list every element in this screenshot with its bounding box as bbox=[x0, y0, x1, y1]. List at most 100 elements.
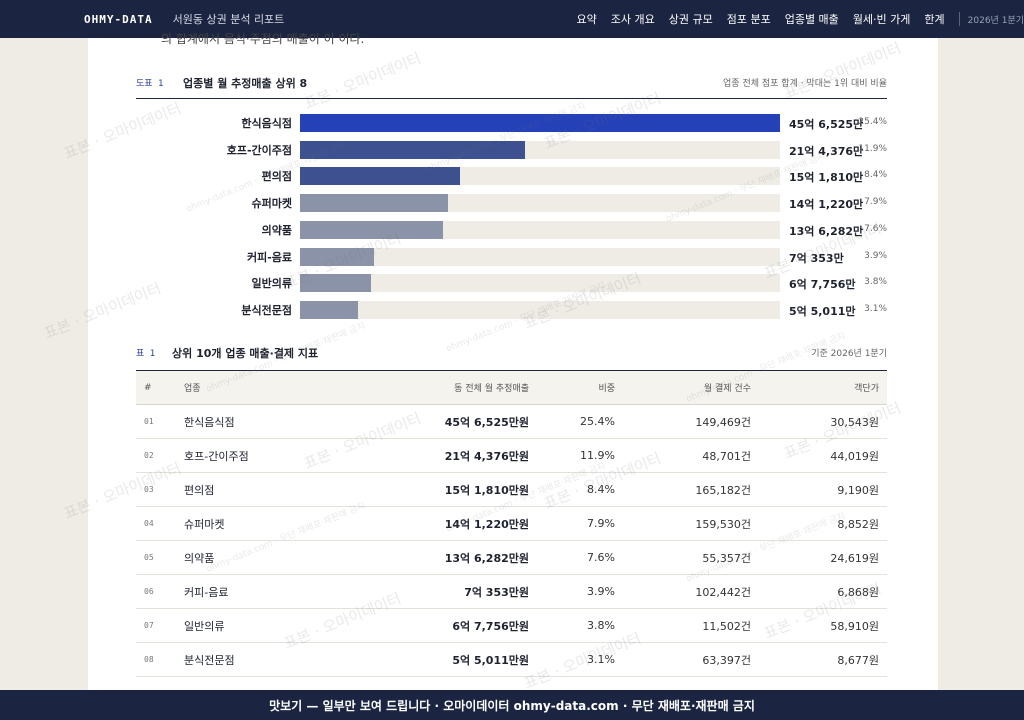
row-transactions: 48,701건 bbox=[623, 438, 759, 473]
bar-value-label: 13억 6,282만 bbox=[789, 224, 864, 238]
bar-chart: 한식음식점 45억 6,525만 25.4% 호프-간이주점 21억 4,376만 11.… bbox=[136, 114, 887, 322]
bar-share-label: 25.4% bbox=[858, 117, 887, 127]
bar-row: 슈퍼마켓 14억 1,220만 7.9% bbox=[136, 194, 887, 213]
table-row: 03 편의점 15억 1,810만원 8.4% 165,182건 9,190원 bbox=[136, 472, 887, 507]
bar-share-label: 7.9% bbox=[864, 197, 887, 208]
table-row: 05 의약품 13억 6,282만원 7.6% 55,357건 24,619원 bbox=[136, 540, 887, 575]
nav-limitations[interactable]: 한계 bbox=[924, 13, 945, 26]
row-industry: 커피-음료 bbox=[176, 574, 337, 609]
bar-value-label: 5억 5,011만 bbox=[789, 304, 856, 318]
row-share: 25.4% bbox=[537, 404, 623, 439]
bar bbox=[300, 194, 449, 213]
bar-row: 커피-음료 7억 353만 3.9% bbox=[136, 247, 887, 266]
bar-track bbox=[300, 140, 780, 159]
col-monthly-sales[interactable]: 동 전체 월 추정매출 bbox=[336, 370, 537, 405]
table-row: 06 커피-음료 7억 353만원 3.9% 102,442건 6,868원 bbox=[136, 574, 887, 609]
row-transactions: 55,357건 bbox=[623, 540, 759, 575]
bar-share-label: 11.9% bbox=[858, 143, 887, 154]
row-avg-spend: 9,190원 bbox=[759, 472, 887, 507]
bar-value-label: 7억 353만 bbox=[789, 251, 844, 265]
bar bbox=[300, 247, 374, 266]
row-index: 07 bbox=[136, 608, 176, 643]
row-monthly-sales: 5억 5,011만원 bbox=[336, 642, 537, 677]
bar-category-label: 커피-음료 bbox=[246, 250, 292, 264]
row-avg-spend: 6,868원 bbox=[759, 574, 887, 609]
row-avg-spend: 8,677원 bbox=[759, 642, 887, 677]
bar-share-label: 7.6% bbox=[864, 223, 887, 234]
report-page: 의 합계에서 음식·주점의 매출이 이 이다. 도표 1 업종별 월 추정매출 … bbox=[88, 32, 938, 690]
bar-track bbox=[300, 300, 780, 319]
row-share: 7.9% bbox=[537, 506, 623, 541]
bar-row: 분식전문점 5억 5,011만 3.1% bbox=[136, 300, 887, 319]
report-subtitle: 서원동 상권 분석 리포트 bbox=[172, 13, 285, 26]
bar-share-label: 8.4% bbox=[864, 170, 887, 181]
row-transactions: 165,182건 bbox=[623, 472, 759, 507]
nav-sales-by-industry[interactable]: 업종별 매출 bbox=[784, 13, 839, 26]
nav-market-size[interactable]: 상권 규모 bbox=[668, 13, 713, 26]
bar-share-label: 3.8% bbox=[864, 277, 887, 288]
row-transactions: 102,442건 bbox=[623, 574, 759, 609]
bar-category-label: 한식음식점 bbox=[241, 117, 292, 130]
row-transactions: 11,502건 bbox=[623, 608, 759, 643]
row-monthly-sales: 14억 1,220만원 bbox=[336, 506, 537, 541]
nav-survey-overview[interactable]: 조사 개요 bbox=[610, 13, 655, 26]
bar-row: 한식음식점 45억 6,525만 25.4% bbox=[136, 114, 887, 132]
nav-summary[interactable]: 요약 bbox=[576, 13, 597, 26]
nav-rent-vacancy[interactable]: 월세·빈 가게 bbox=[852, 13, 911, 26]
row-industry: 분식전문점 bbox=[176, 642, 337, 677]
row-share: 11.9% bbox=[537, 438, 623, 473]
bar-share-label: 3.1% bbox=[864, 303, 887, 314]
row-industry: 슈퍼마켓 bbox=[176, 506, 337, 541]
table-row: 07 일반의류 6억 7,756만원 3.8% 11,502건 58,910원 bbox=[136, 608, 887, 643]
bar-row: 호프-간이주점 21억 4,376만 11.9% bbox=[136, 140, 887, 159]
row-industry: 편의점 bbox=[176, 472, 337, 507]
bar-value-label: 45억 6,525만 bbox=[789, 118, 864, 131]
bar-category-label: 편의점 bbox=[261, 170, 292, 184]
row-share: 3.9% bbox=[537, 574, 623, 609]
figure-header: 도표 1 업종별 월 추정매출 상위 8 업종 전체 점포 합계 · 막대는 1… bbox=[136, 76, 887, 99]
bar-track bbox=[300, 274, 780, 293]
period-label: 2026년 1분기 bbox=[967, 15, 1024, 26]
row-transactions: 149,469건 bbox=[623, 404, 759, 439]
bar-track bbox=[300, 247, 780, 266]
nav-store-distribution[interactable]: 점포 분포 bbox=[726, 13, 771, 26]
row-share: 3.1% bbox=[537, 642, 623, 677]
bar-value-label: 21억 4,376만 bbox=[789, 144, 864, 158]
table-note: 기준 2026년 1분기 bbox=[811, 349, 887, 359]
bar bbox=[300, 274, 372, 293]
preview-banner: 맛보기 — 일부만 보여 드립니다 · 오마이데이터 ohmy-data.com… bbox=[0, 690, 1024, 720]
col-avg-spend[interactable]: 객단가 bbox=[759, 370, 887, 405]
table-label: 표 1 bbox=[136, 349, 156, 359]
bar-row: 편의점 15억 1,810만 8.4% bbox=[136, 167, 887, 186]
col-transactions[interactable]: 월 결제 건수 bbox=[623, 370, 759, 405]
col-share[interactable]: 비중 bbox=[537, 370, 623, 405]
nav-divider bbox=[958, 12, 960, 26]
row-index: 05 bbox=[136, 540, 176, 575]
figure-label: 도표 1 bbox=[136, 79, 164, 89]
table-row: 01 한식음식점 45억 6,525만원 25.4% 149,469건 30,543원 bbox=[136, 404, 887, 439]
bar-category-label: 분식전문점 bbox=[241, 303, 292, 317]
metrics-table: # 업종 동 전체 월 추정매출 비중 월 결제 건수 객단가 01 한식음식점 4… bbox=[136, 370, 887, 677]
bar-row: 일반의류 6억 7,756만 3.8% bbox=[136, 274, 887, 293]
main-nav: 요약 조사 개요 상권 규모 점포 분포 업종별 매출 월세·빈 가게 한계 2… bbox=[577, 11, 1024, 27]
row-industry: 일반의류 bbox=[176, 608, 337, 643]
bar-share-label: 3.9% bbox=[864, 250, 887, 261]
bar-category-label: 일반의류 bbox=[251, 277, 292, 291]
row-transactions: 159,530건 bbox=[623, 506, 759, 541]
col-index[interactable]: # bbox=[136, 370, 176, 405]
table-body: 01 한식음식점 45억 6,525만원 25.4% 149,469건 30,543원 02… bbox=[136, 404, 887, 677]
row-monthly-sales: 21억 4,376만원 bbox=[336, 438, 537, 473]
bar-row: 의약품 13억 6,282만 7.6% bbox=[136, 220, 887, 239]
row-monthly-sales: 45억 6,525만원 bbox=[336, 404, 537, 439]
bar bbox=[300, 114, 780, 132]
col-industry[interactable]: 업종 bbox=[176, 370, 337, 405]
bar-category-label: 슈퍼마켓 bbox=[251, 197, 292, 211]
bar bbox=[300, 167, 460, 186]
table-title: 상위 10개 업종 매출·결제 지표 bbox=[172, 347, 319, 360]
row-monthly-sales: 7억 353만원 bbox=[336, 574, 537, 609]
brand-logo[interactable]: OHMY-DATA bbox=[84, 12, 153, 26]
row-index: 06 bbox=[136, 574, 176, 609]
bar-category-label: 의약품 bbox=[261, 223, 292, 237]
row-index: 01 bbox=[136, 404, 176, 439]
bar bbox=[300, 140, 526, 159]
